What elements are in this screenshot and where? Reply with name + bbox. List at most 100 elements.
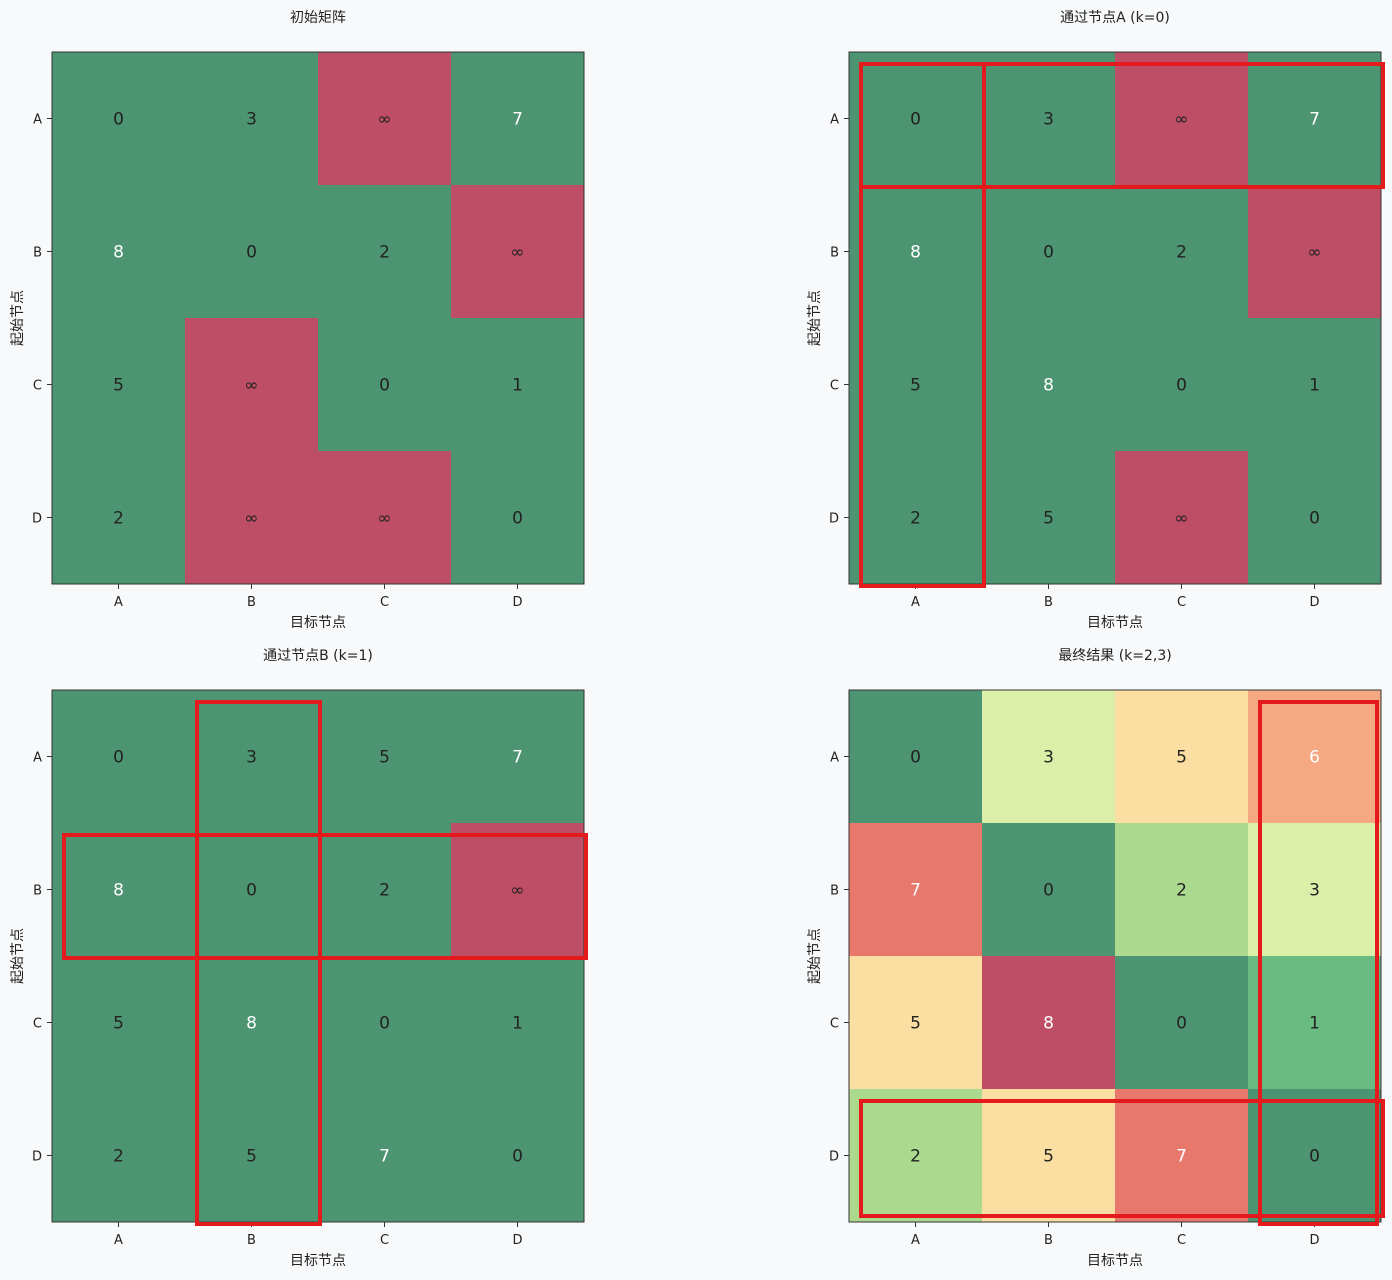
cell-value-label: 3 [1043,110,1054,130]
heatmap-cell [451,823,585,957]
heatmap-cell [451,52,585,186]
cell-value-label: 1 [512,1014,523,1034]
heatmap-cell [185,1089,319,1223]
x-tick-label: A [114,595,123,610]
heatmap-cell [451,956,585,1090]
heatmap-cell [982,185,1116,319]
cell-value-label: 0 [1309,509,1320,529]
cell-value-label: 5 [910,1014,921,1034]
heatmap-cell [849,52,983,186]
y-axis-label: 起始节点 [807,928,823,984]
cell-value-label: 5 [379,748,390,768]
y-tick-label: A [830,751,839,766]
heatmap-cell [451,185,585,319]
heatmap-cell [1248,451,1382,585]
y-tick-label: B [830,884,839,899]
cell-value-label: 5 [1043,1147,1054,1167]
heatmap-cell [1248,956,1382,1090]
cell-value-label: ∞ [510,881,524,901]
cell-value-label: 0 [113,110,124,130]
x-tick-label: B [1044,595,1053,610]
y-tick-label: D [829,1150,839,1165]
highlight-column-box [1258,700,1379,1226]
heatmap-cell [982,823,1116,957]
chart-title: 初始矩阵 [290,9,346,26]
cell-value-label: 8 [246,1014,257,1034]
x-axis-label: 目标节点 [1087,1253,1143,1269]
cell-value-label: ∞ [377,509,391,529]
heatmap-cell [1115,690,1249,824]
cell-value-label: 5 [113,1014,124,1034]
plot-frame [51,51,585,585]
heatmap-cell [185,52,319,186]
cell-value-label: 1 [1309,1014,1320,1034]
heatmap-cell [52,956,186,1090]
cell-value-label: 0 [379,1014,390,1034]
heatmap-cell [1115,318,1249,452]
x-tick-label: B [1044,1233,1053,1248]
chart-title: 最终结果 (k=2,3) [1058,648,1171,664]
cell-value-label: 5 [1043,509,1054,529]
highlight-column-box [859,62,986,588]
cell-value-label: 5 [246,1147,257,1167]
heatmap-cell [1248,185,1382,319]
heatmap-cell [1115,451,1249,585]
heatmap-cell [849,185,983,319]
cell-value-label: 0 [379,376,390,396]
x-tick-label: D [1309,1233,1319,1248]
cell-value-label: 8 [910,243,921,263]
heatmap-cell [185,823,319,957]
y-tick-label: B [33,246,42,261]
cell-value-label: ∞ [1174,110,1188,130]
y-tick-label: A [830,113,839,128]
cell-value-label: 8 [113,243,124,263]
x-tick-label: A [911,1233,920,1248]
x-tick-label: C [380,1233,389,1248]
y-tick-label: A [33,113,42,128]
x-axis-label: 目标节点 [290,615,346,631]
heatmap-cell [1248,690,1382,824]
heatmap-cell [1115,185,1249,319]
x-axis-label: 目标节点 [290,1253,346,1269]
chart-title: 通过节点B (k=1) [263,648,373,664]
heatmap-cell [52,1089,186,1223]
cell-value-label: 5 [910,376,921,396]
plot-frame [848,689,1382,1223]
heatmap-panel-via-a: 通过节点A (k=0) 目标节点 起始节点 0 3 ∞ 7 8 0 2 ∞ 5 8 0 1 2 5 ∞ 0 A B… [807,10,1385,631]
heatmap-cell [318,185,452,319]
y-tick-label: B [33,884,42,899]
heatmap-cell [1115,823,1249,957]
heatmap-cell [185,690,319,824]
cell-value-label: 8 [1043,376,1054,396]
cell-value-label: ∞ [244,509,258,529]
cell-value-label: 0 [1176,376,1187,396]
heatmap-panel-via-b: 通过节点B (k=1) 目标节点 起始节点 0 3 5 7 8 0 2 ∞ 5 8 0 1 2 5 7 0 A B… [10,648,588,1269]
heatmap-cell [1115,1089,1249,1223]
heatmap-cell [1248,318,1382,452]
cell-value-label: 6 [1309,748,1320,768]
cell-value-label: 2 [113,509,124,529]
y-axis-label: 起始节点 [807,290,823,346]
cell-value-label: ∞ [377,110,391,130]
cell-value-label: 3 [246,110,257,130]
heatmap-cell [52,185,186,319]
heatmap-cell [982,956,1116,1090]
y-tick-label: C [33,379,42,394]
x-tick-label: C [1177,595,1186,610]
cell-value-label: 2 [379,881,390,901]
x-tick-label: D [512,595,522,610]
heatmap-cell [318,451,452,585]
x-tick-label: D [1309,595,1319,610]
x-tick-label: B [247,595,256,610]
heatmap-cell [1248,823,1382,957]
heatmap-panel-initial: 初始矩阵 目标节点 起始节点 0 3 ∞ 7 8 0 2 ∞ 5 ∞ 0 1 2 ∞ ∞ 0 A B C D A B C D [10,9,585,631]
cell-value-label: 7 [512,748,523,768]
heatmap-cell [451,318,585,452]
cell-value-label: 2 [379,243,390,263]
chart-title: 通过节点A (k=0) [1060,10,1170,26]
y-tick-label: B [830,246,839,261]
cell-value-label: 0 [512,1147,523,1167]
heatmap-cell [52,451,186,585]
heatmap-cell [849,956,983,1090]
x-tick-label: A [911,595,920,610]
